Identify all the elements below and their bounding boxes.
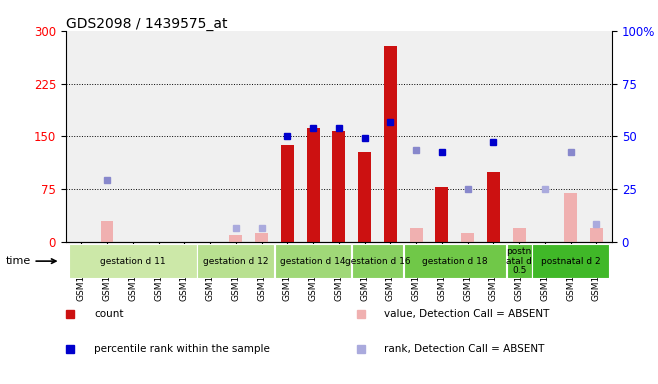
Text: gestation d 16: gestation d 16 [345, 257, 411, 266]
Text: percentile rank within the sample: percentile rank within the sample [94, 344, 270, 354]
Bar [590, 228, 603, 242]
Bar [565, 193, 577, 242]
Text: postn
atal d
0.5: postn atal d 0.5 [506, 247, 532, 275]
Text: time: time [5, 256, 56, 266]
Text: count: count [94, 309, 124, 319]
Bar [332, 131, 345, 242]
Bar [230, 235, 242, 242]
Text: gestation d 11: gestation d 11 [100, 257, 166, 266]
Text: postnatal d 2: postnatal d 2 [541, 257, 601, 266]
Text: gestation d 12: gestation d 12 [203, 257, 268, 266]
Bar [487, 172, 500, 242]
Bar [281, 145, 293, 242]
Text: value, Detection Call = ABSENT: value, Detection Call = ABSENT [384, 309, 549, 319]
Text: rank, Detection Call = ABSENT: rank, Detection Call = ABSENT [384, 344, 545, 354]
Text: gestation d 14: gestation d 14 [280, 257, 346, 266]
Bar [403, 244, 506, 278]
Bar [507, 244, 532, 278]
Bar [197, 244, 274, 278]
Bar [532, 244, 609, 278]
Bar [384, 46, 397, 242]
Text: gestation d 18: gestation d 18 [422, 257, 488, 266]
Bar [255, 233, 268, 242]
Bar [68, 244, 197, 278]
Bar [513, 228, 526, 242]
Bar [436, 187, 448, 242]
Bar [410, 228, 422, 242]
Bar [461, 233, 474, 242]
Bar [275, 244, 351, 278]
Text: GDS2098 / 1439575_at: GDS2098 / 1439575_at [66, 17, 227, 31]
Bar [101, 221, 113, 242]
Bar [352, 244, 403, 278]
Bar [307, 128, 320, 242]
Bar [358, 152, 371, 242]
